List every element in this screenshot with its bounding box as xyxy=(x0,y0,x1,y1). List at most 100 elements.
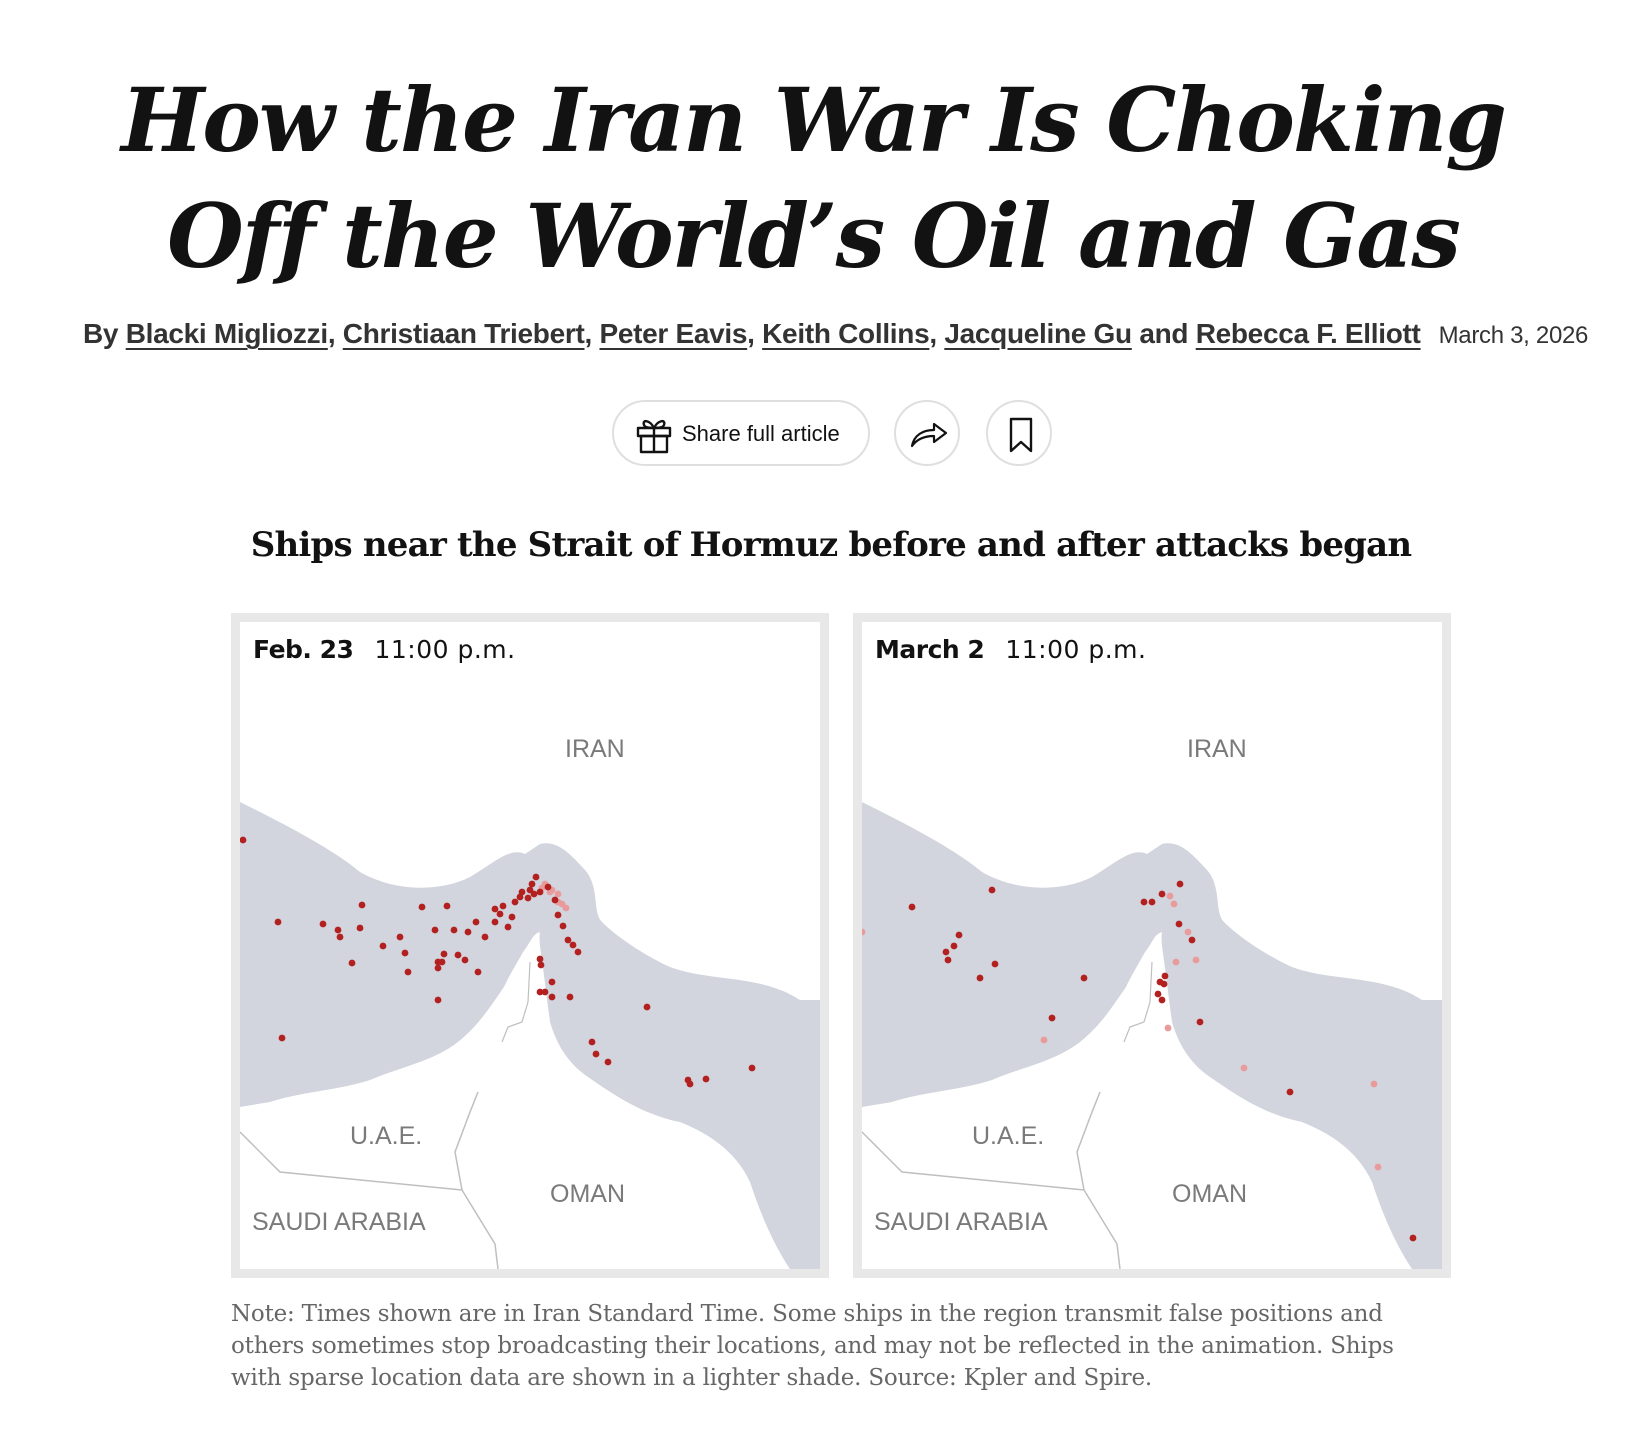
ship-marker xyxy=(499,902,507,910)
ship-marker xyxy=(336,933,344,941)
ship-marker-sparse xyxy=(1164,1024,1172,1032)
ship-marker xyxy=(418,903,426,911)
ship-marker xyxy=(551,896,559,904)
forward-button[interactable] xyxy=(894,400,960,466)
ship-marker xyxy=(440,950,448,958)
ships-sparse xyxy=(862,892,1382,1171)
label-uae: U.A.E. xyxy=(350,1122,422,1150)
ship-marker xyxy=(461,956,469,964)
ship-marker xyxy=(454,951,462,959)
ship-marker xyxy=(976,974,984,982)
ship-marker xyxy=(988,886,996,894)
byline-prefix: By xyxy=(83,318,119,349)
ship-marker-sparse xyxy=(1170,900,1178,908)
forward-arrow-icon xyxy=(910,422,948,448)
ship-marker xyxy=(530,890,538,898)
ship-marker xyxy=(544,883,552,891)
ship-marker-sparse xyxy=(1240,1064,1248,1072)
label-saudi-arabia: SAUDI ARABIA xyxy=(252,1208,426,1236)
ship-marker xyxy=(464,928,472,936)
author-link[interactable]: Keith Collins xyxy=(762,318,930,349)
ship-marker xyxy=(574,948,582,956)
ship-marker xyxy=(472,918,480,926)
ship-marker xyxy=(569,941,577,949)
ship-marker xyxy=(404,968,412,976)
ship-marker xyxy=(528,880,536,888)
ship-marker xyxy=(592,1050,600,1058)
ship-marker-sparse xyxy=(862,928,866,936)
ship-marker xyxy=(319,920,327,928)
ship-marker xyxy=(508,913,516,921)
ship-marker xyxy=(511,898,519,906)
ship-marker xyxy=(1286,1088,1294,1096)
label-oman: OMAN xyxy=(1172,1180,1247,1208)
ship-marker xyxy=(1048,1014,1056,1022)
ships xyxy=(240,836,756,1088)
timestamp: March 2 11:00 p.m. xyxy=(875,635,1146,664)
ship-marker xyxy=(396,933,404,941)
ship-marker-sparse xyxy=(554,890,562,898)
ship-marker xyxy=(548,978,556,986)
ship-marker xyxy=(1409,1234,1417,1242)
ship-marker xyxy=(950,942,958,950)
ship-marker-sparse xyxy=(1374,1163,1382,1171)
ship-marker-sparse xyxy=(1166,892,1174,900)
ship-marker-sparse xyxy=(562,904,570,912)
share-full-article-button[interactable]: Share full article xyxy=(612,400,870,466)
label-oman: OMAN xyxy=(550,1180,625,1208)
ship-marker xyxy=(991,960,999,968)
timestamp: Feb. 23 11:00 p.m. xyxy=(253,635,516,664)
ship-marker xyxy=(564,936,572,944)
ship-marker xyxy=(356,924,364,932)
ship-marker-sparse xyxy=(1370,1080,1378,1088)
author-link[interactable]: Peter Eavis xyxy=(599,318,748,349)
ship-marker xyxy=(274,918,282,926)
publish-date: March 3, 2026 xyxy=(1438,322,1589,349)
ship-marker xyxy=(1175,920,1183,928)
ship-marker xyxy=(686,1080,694,1088)
author-link[interactable]: Rebecca F. Elliott xyxy=(1195,318,1421,349)
ship-marker xyxy=(524,894,532,902)
ship-marker xyxy=(1176,880,1184,888)
headline-line-1: How the Iran War Is Choking xyxy=(121,68,1507,172)
ship-marker xyxy=(434,964,442,972)
ship-marker xyxy=(1140,898,1148,906)
author-link[interactable]: Jacqueline Gu xyxy=(944,318,1132,349)
ship-marker xyxy=(566,993,574,1001)
author-link[interactable]: Christiaan Triebert xyxy=(342,318,585,349)
ship-marker xyxy=(240,836,247,844)
timestamp-date: March 2 xyxy=(875,635,985,664)
strait-of-hormuz-map: IRAN U.A.E. OMAN SAUDI ARABIA xyxy=(240,622,820,1269)
ship-marker xyxy=(1160,980,1168,988)
ship-marker xyxy=(1161,972,1169,980)
bookmark-button[interactable] xyxy=(986,400,1052,466)
ship-marker xyxy=(908,903,916,911)
ship-marker xyxy=(438,958,446,966)
ship-marker-sparse xyxy=(1172,958,1180,966)
ship-marker xyxy=(474,968,482,976)
ship-marker xyxy=(443,902,451,910)
label-uae: U.A.E. xyxy=(972,1122,1044,1150)
author-link[interactable]: Blacki Migliozzi xyxy=(125,318,328,349)
ship-marker xyxy=(532,873,540,881)
timestamp-date: Feb. 23 xyxy=(253,635,354,664)
ship-marker xyxy=(434,996,442,1004)
ship-marker xyxy=(559,922,567,930)
byline-and: and xyxy=(1139,318,1189,349)
ship-marker xyxy=(334,926,342,934)
ship-marker xyxy=(944,956,952,964)
ship-marker-sparse xyxy=(1184,928,1192,936)
headline: How the Iran War Is Choking Off the Worl… xyxy=(0,62,1626,294)
map-panel-march-2: IRAN U.A.E. OMAN SAUDI ARABIA March 2 11… xyxy=(853,613,1451,1278)
gift-icon xyxy=(636,420,672,454)
ship-marker xyxy=(358,901,366,909)
ship-marker xyxy=(1188,936,1196,944)
ship-marker xyxy=(1148,898,1156,906)
ship-marker xyxy=(541,988,549,996)
ship-marker xyxy=(379,942,387,950)
ship-marker xyxy=(604,1058,612,1066)
ship-marker xyxy=(481,933,489,941)
ship-marker xyxy=(554,911,562,919)
ships xyxy=(908,880,1417,1242)
ship-marker xyxy=(491,905,499,913)
